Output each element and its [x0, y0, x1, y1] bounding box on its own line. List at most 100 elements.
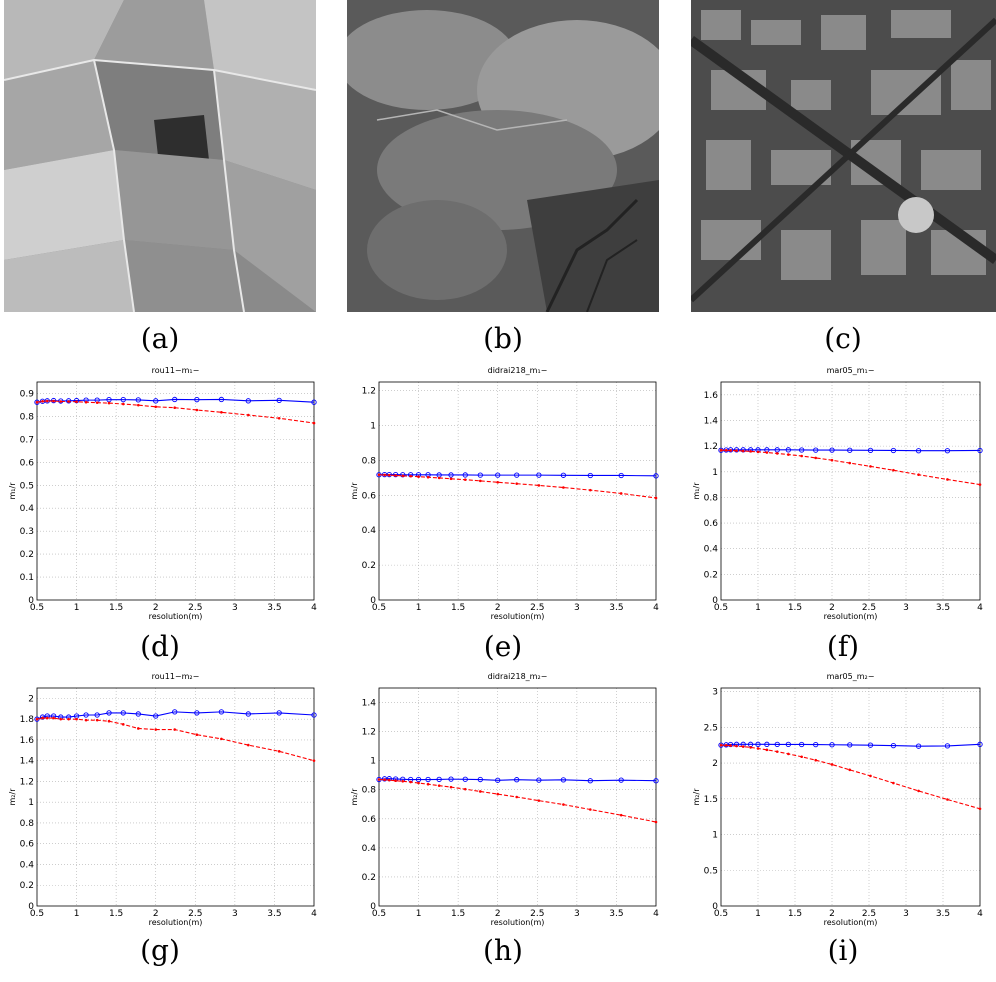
y-tick-label: 0.4: [20, 504, 35, 514]
x-tick-label: 0.5: [30, 909, 44, 919]
data-point-star: [749, 450, 752, 453]
data-point-circle: [153, 713, 159, 719]
caption-e: (e): [483, 630, 523, 663]
x-tick-label: 1.5: [788, 603, 802, 613]
data-point-star: [383, 473, 386, 477]
data-point-circle: [915, 448, 922, 454]
y-tick-label: 1.2: [704, 442, 718, 452]
series-line-solid: [720, 743, 981, 747]
data-point-star: [387, 473, 391, 477]
series-line-dashed: [720, 744, 981, 810]
data-point-star: [220, 737, 223, 741]
data-point-star: [52, 716, 55, 720]
x-tick-label: 1: [755, 603, 761, 613]
data-point-circle: [799, 447, 805, 453]
data-point-circle: [653, 473, 659, 479]
data-point-star: [946, 798, 949, 801]
aerial-image-a: [4, 0, 316, 312]
caption-c: (c): [824, 322, 862, 355]
chart-title: rou11−m₁−: [152, 366, 200, 375]
data-point-circle: [977, 447, 983, 454]
data-point-star: [814, 758, 818, 762]
data-point-circle: [276, 710, 282, 716]
data-point-star: [41, 399, 44, 403]
data-point-star: [562, 803, 565, 806]
data-point-star: [247, 413, 250, 417]
x-tick-label: 2: [153, 909, 159, 919]
y-tick-label: 0.6: [704, 519, 719, 529]
data-point-star: [84, 718, 88, 722]
y-tick-label: 1.8: [20, 715, 35, 725]
x-tick-label: 4: [977, 603, 983, 613]
y-tick-label: 0.6: [362, 815, 377, 825]
y-tick-label: 1: [370, 422, 376, 432]
data-point-star: [35, 400, 39, 404]
y-tick-label: 2.5: [704, 723, 718, 733]
data-point-circle: [829, 447, 835, 453]
y-tick-label: 1.4: [20, 757, 35, 767]
chart-title: didrai218_m₂−: [488, 672, 548, 681]
y-axis-label: m₁/r: [692, 482, 701, 500]
data-point-star: [724, 449, 728, 452]
data-point-circle: [915, 743, 922, 749]
y-tick-label: 0.6: [20, 458, 35, 468]
y-tick-label: 0: [28, 596, 34, 606]
data-point-star: [75, 400, 78, 404]
caption-h: (h): [483, 934, 523, 967]
data-point-circle: [462, 776, 468, 782]
data-point-star: [800, 755, 803, 759]
x-tick-label: 2.5: [530, 909, 544, 919]
data-point-circle: [218, 709, 225, 715]
y-tick-label: 0.2: [20, 550, 34, 560]
data-point-circle: [135, 711, 141, 717]
x-tick-label: 3: [574, 603, 580, 613]
data-point-star: [814, 456, 818, 460]
y-tick-label: 0.2: [362, 561, 376, 571]
y-tick-label: 0.2: [362, 873, 376, 883]
data-point-circle: [829, 742, 835, 748]
chart-title: rou11−m₂−: [152, 672, 200, 681]
data-point-circle: [653, 778, 659, 784]
data-point-star: [247, 743, 250, 747]
data-point-star: [741, 449, 745, 453]
x-axis-label: resolution(m): [149, 612, 203, 621]
data-point-star: [59, 400, 63, 403]
data-point-star: [45, 716, 49, 720]
data-point-circle: [755, 741, 761, 747]
x-tick-label: 0.5: [714, 909, 728, 919]
data-point-star: [917, 473, 920, 477]
caption-a: (a): [140, 322, 180, 355]
data-point-circle: [392, 471, 399, 478]
data-point-star: [277, 416, 281, 420]
data-point-star: [45, 399, 49, 403]
y-tick-label: 0.3: [20, 527, 34, 537]
y-tick-label: 1.5: [704, 795, 718, 805]
data-point-star: [35, 717, 39, 721]
x-tick-label: 1: [74, 603, 80, 613]
data-point-star: [426, 475, 430, 479]
x-tick-label: 0.5: [30, 603, 44, 613]
series-line-solid: [36, 711, 315, 720]
x-axis-label: resolution(m): [491, 612, 545, 621]
y-tick-label: 0.6: [20, 840, 35, 850]
data-point-star: [562, 486, 565, 489]
data-point-circle: [587, 472, 593, 479]
data-point-circle: [436, 776, 442, 783]
data-point-star: [463, 787, 467, 791]
data-point-circle: [799, 741, 805, 748]
data-point-circle: [153, 398, 159, 404]
data-point-star: [417, 781, 420, 785]
data-point-star: [426, 782, 430, 786]
data-point-star: [41, 716, 44, 720]
data-point-star: [449, 785, 453, 789]
data-point-circle: [560, 777, 567, 783]
x-tick-label: 2: [829, 909, 835, 919]
y-tick-label: 1: [712, 831, 718, 841]
aerial-image-b: [347, 0, 659, 312]
data-point-star: [765, 451, 769, 454]
data-point-star: [137, 403, 140, 407]
x-tick-label: 2.5: [188, 909, 202, 919]
data-point-star: [173, 728, 177, 731]
x-tick-label: 3: [232, 603, 238, 613]
data-point-star: [409, 474, 412, 478]
